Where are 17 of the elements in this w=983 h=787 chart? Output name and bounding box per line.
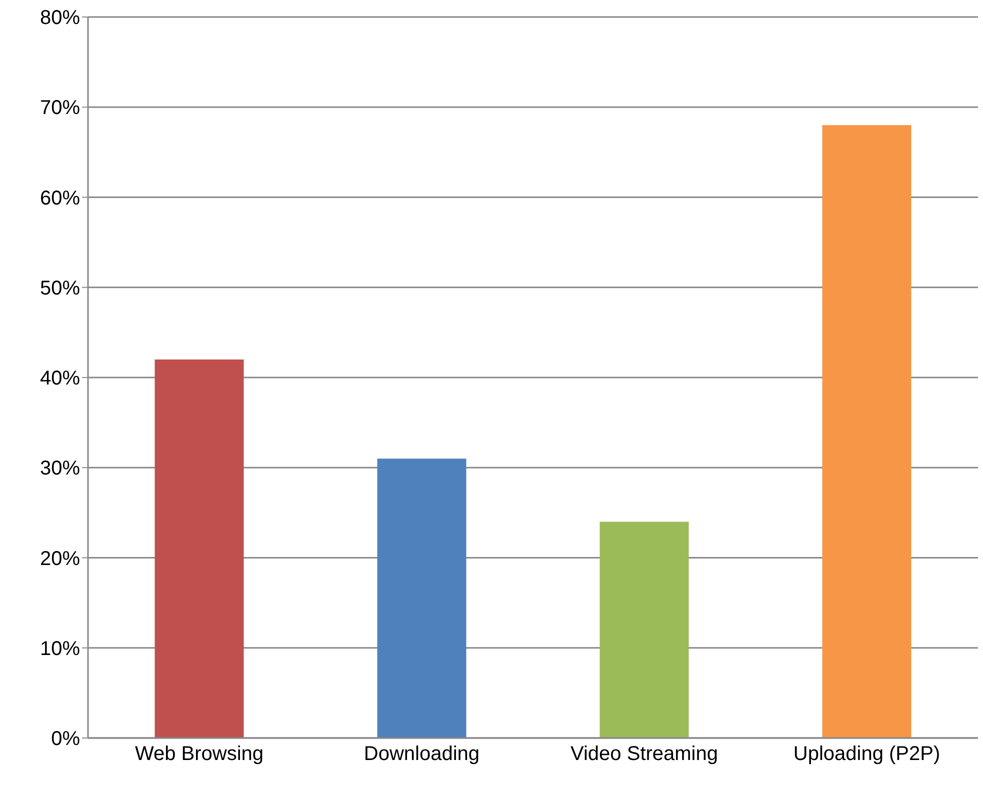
bar bbox=[377, 458, 466, 738]
y-tick-label: 30% bbox=[40, 458, 80, 480]
y-tick-label: 80% bbox=[40, 7, 80, 30]
y-tick-label: 0% bbox=[51, 728, 80, 750]
bar bbox=[822, 125, 912, 738]
bar bbox=[154, 359, 244, 738]
x-tick-label: Web Browsing bbox=[134, 743, 264, 766]
y-tick-label: 70% bbox=[40, 97, 80, 120]
x-tick-label: Video Streaming bbox=[570, 743, 718, 766]
x-tick-label: Downloading bbox=[364, 743, 480, 766]
y-tick-label: 40% bbox=[40, 368, 80, 390]
x-tick-label: Uploading (P2P) bbox=[793, 743, 940, 766]
y-tick-label: 50% bbox=[40, 277, 80, 300]
y-tick-label: 10% bbox=[40, 638, 80, 660]
y-tick-label: 60% bbox=[40, 187, 80, 210]
y-tick-label: 20% bbox=[40, 548, 80, 570]
bar bbox=[600, 522, 689, 738]
